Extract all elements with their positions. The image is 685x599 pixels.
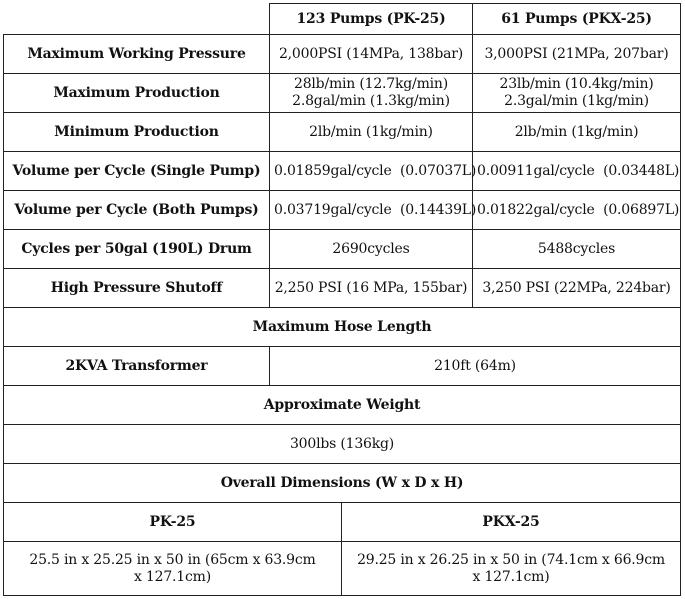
pk-value: 28lb/min (12.7kg/min) 2.8gal/min (1.3kg/…: [268, 73, 474, 113]
table-row: Maximum Working Pressure 2,000PSI (14MPa…: [3, 34, 682, 74]
pkx-value-line: 23lb/min (10.4kg/min): [499, 76, 654, 92]
header-empty-cell: [3, 3, 270, 35]
hose-label: 2KVA Transformer: [3, 346, 270, 386]
pkx-value: 5488cycles: [472, 229, 682, 269]
table-row: Minimum Production 2lb/min (1kg/min) 2lb…: [3, 112, 682, 152]
dimensions-title: Overall Dimensions (W x D x H): [2, 463, 682, 503]
table-row: Cycles per 50gal (190L) Drum 2690cycles …: [3, 229, 682, 269]
dimensions-pkx-label: PKX-25: [340, 502, 682, 542]
dimensions-pk-label: PK-25: [3, 502, 342, 542]
spec-table: 123 Pumps (PK-25) 61 Pumps (PKX-25) Maxi…: [2, 3, 682, 596]
row-label: High Pressure Shutoff: [3, 268, 270, 308]
table-row: High Pressure Shutoff 2,250 PSI (16 MPa,…: [3, 268, 682, 308]
section-header-row: Approximate Weight: [2, 385, 682, 425]
row-label: Maximum Production: [3, 73, 270, 113]
weight-value: 300lbs (136kg): [2, 424, 682, 464]
pkx-value: 3,250 PSI (22MPa, 224bar): [472, 268, 682, 308]
table-row: 25.5 in x 25.25 in x 50 in (65cm x 63.9c…: [3, 541, 682, 596]
hose-value: 210ft (64m): [268, 346, 682, 386]
table-row: Volume per Cycle (Both Pumps) 0.03719gal…: [3, 190, 682, 230]
pkx-value: 0.01822gal/cycle (0.06897L): [472, 190, 682, 230]
row-label: Volume per Cycle (Single Pump): [3, 151, 270, 191]
section-header-row: Overall Dimensions (W x D x H): [2, 463, 682, 503]
pkx-value: 2lb/min (1kg/min): [472, 112, 682, 152]
row-label: Cycles per 50gal (190L) Drum: [3, 229, 270, 269]
row-label: Volume per Cycle (Both Pumps): [3, 190, 270, 230]
table-row: Maximum Production 28lb/min (12.7kg/min)…: [3, 73, 682, 113]
dimensions-pkx-value: 29.25 in x 26.25 in x 50 in (74.1cm x 66…: [340, 541, 682, 596]
hose-title: Maximum Hose Length: [2, 307, 682, 347]
pk-value: 2,000PSI (14MPa, 138bar): [268, 34, 474, 74]
table-row: PK-25 PKX-25: [3, 502, 682, 542]
table-row: 2KVA Transformer 210ft (64m): [3, 346, 682, 386]
section-header-row: Maximum Hose Length: [2, 307, 682, 347]
dimensions-pk-value: 25.5 in x 25.25 in x 50 in (65cm x 63.9c…: [3, 541, 342, 596]
pk-value-line: 28lb/min (12.7kg/min): [293, 76, 449, 92]
pk-value: 0.01859gal/cycle (0.07037L): [268, 151, 476, 191]
weight-title: Approximate Weight: [2, 385, 682, 425]
pkx-value-line: 2.3gal/min (1kg/min): [504, 93, 649, 109]
header-row: 123 Pumps (PK-25) 61 Pumps (PKX-25): [3, 3, 682, 35]
pk-value: 2,250 PSI (16 MPa, 155bar): [268, 268, 474, 308]
pk-value-line: 2.8gal/min (1.3kg/min): [292, 93, 450, 109]
header-pkx25: 61 Pumps (PKX-25): [472, 3, 682, 35]
pk-value: 0.03719gal/cycle (0.14439L): [268, 190, 476, 230]
pkx-value: 23lb/min (10.4kg/min) 2.3gal/min (1kg/mi…: [472, 73, 682, 113]
pk-value: 2690cycles: [268, 229, 474, 269]
pkx-value: 0.00911gal/cycle (0.03448L): [472, 151, 682, 191]
row-label: Minimum Production: [3, 112, 270, 152]
row-label: Maximum Working Pressure: [3, 34, 270, 74]
table-row: 300lbs (136kg): [2, 424, 682, 464]
pkx-value: 3,000PSI (21MPa, 207bar): [472, 34, 682, 74]
table-row: Volume per Cycle (Single Pump) 0.01859ga…: [3, 151, 682, 191]
pk-value: 2lb/min (1kg/min): [268, 112, 474, 152]
header-pk25: 123 Pumps (PK-25): [268, 3, 474, 35]
